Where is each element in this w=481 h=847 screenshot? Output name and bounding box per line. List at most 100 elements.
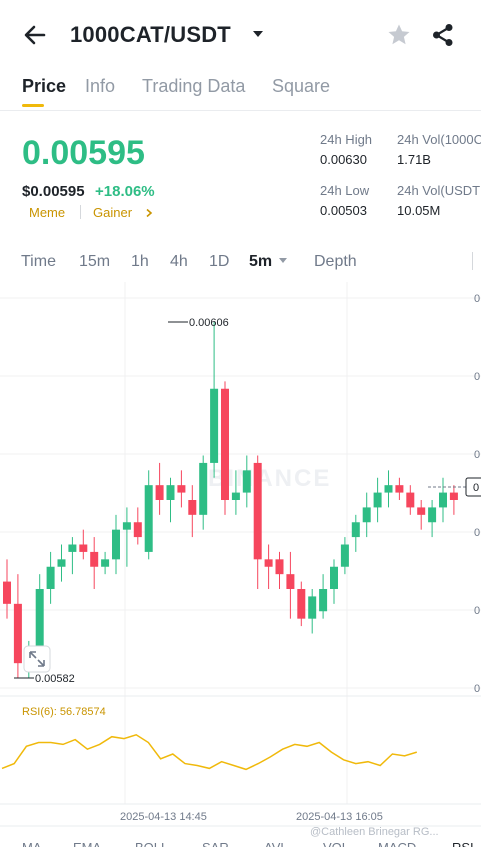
stat-24h-vol-coin-value: 1.71B bbox=[397, 152, 431, 167]
stat-24h-vol-usdt-label: 24h Vol(USDT bbox=[397, 183, 481, 198]
indicator-tab[interactable]: RSI bbox=[452, 840, 474, 847]
indicator-tab[interactable]: MA bbox=[22, 840, 42, 847]
pair-title[interactable]: 1000CAT/USDT bbox=[70, 22, 231, 47]
candle bbox=[177, 470, 186, 508]
rsi-line bbox=[1, 733, 418, 771]
usd-price: $0.00595 bbox=[22, 183, 85, 200]
axis-label: 0 bbox=[474, 293, 480, 305]
candle bbox=[3, 559, 11, 619]
candle bbox=[286, 551, 295, 619]
rsi-label: RSI(6): 56.78574 bbox=[22, 706, 106, 718]
indicator-tab[interactable]: SAR bbox=[202, 840, 229, 847]
price-markers: 0.00606 0.00582 bbox=[14, 317, 229, 685]
candle bbox=[362, 492, 371, 538]
interval-15m[interactable]: 15m bbox=[79, 253, 111, 270]
time-label: 2025-04-13 14:45 bbox=[120, 811, 207, 823]
stat-24h-low-value: 0.00503 bbox=[320, 203, 367, 218]
axis-label: 0 bbox=[474, 527, 480, 539]
tag-meme[interactable]: Meme bbox=[29, 205, 66, 220]
candle bbox=[428, 500, 437, 538]
candle bbox=[188, 485, 197, 538]
candle bbox=[253, 455, 262, 589]
current-price-label: 0 bbox=[473, 482, 479, 494]
candle bbox=[166, 477, 175, 523]
candle bbox=[395, 477, 404, 500]
candle bbox=[13, 574, 22, 678]
tab-info[interactable]: Info bbox=[85, 76, 116, 96]
stat-24h-vol-usdt-value: 10.05M bbox=[397, 203, 441, 218]
candle bbox=[46, 551, 55, 604]
candle bbox=[101, 551, 110, 575]
tag-separator bbox=[80, 205, 81, 219]
axis-label: 0 bbox=[474, 371, 480, 383]
time-label: 2025-04-13 16:05 bbox=[296, 811, 383, 823]
candle bbox=[90, 537, 99, 589]
candle bbox=[144, 470, 153, 560]
candle bbox=[449, 485, 458, 515]
stat-24h-high-value: 0.00630 bbox=[320, 152, 367, 167]
favorite-star-icon[interactable] bbox=[386, 22, 412, 48]
active-tab-indicator bbox=[22, 104, 44, 107]
candle bbox=[122, 507, 131, 567]
interval-depth[interactable]: Depth bbox=[314, 253, 357, 270]
interval-4h[interactable]: 4h bbox=[170, 253, 188, 270]
credit-watermark: @Cathleen Brinegar RG... bbox=[310, 826, 439, 838]
stat-24h-vol-coin-label: 24h Vol(1000C bbox=[397, 132, 481, 147]
caret-down-icon[interactable] bbox=[252, 28, 264, 40]
stat-24h-high-label: 24h High bbox=[320, 132, 373, 147]
candle bbox=[308, 589, 317, 634]
candle bbox=[384, 470, 393, 508]
interval-divider bbox=[472, 252, 473, 270]
tab-square[interactable]: Square bbox=[272, 76, 331, 96]
chart-grid bbox=[0, 282, 481, 804]
candle bbox=[330, 559, 338, 604]
axis-label: 0 bbox=[474, 605, 480, 617]
candle bbox=[275, 551, 284, 589]
candle bbox=[68, 537, 77, 575]
axis-label: 0 bbox=[474, 683, 480, 695]
candlestick-chart[interactable]: BINANCE 0.00606 0.00582 0 0 0 0 0 0 0 RS… bbox=[0, 282, 481, 847]
interval-1d[interactable]: 1D bbox=[209, 253, 230, 270]
indicator-tab[interactable]: VOL bbox=[323, 840, 349, 847]
candle bbox=[319, 574, 328, 619]
current-price-tag bbox=[465, 477, 481, 497]
chevron-right-icon[interactable] bbox=[145, 208, 153, 218]
axis-label: 0 bbox=[474, 449, 480, 461]
interval-5m[interactable]: 5m bbox=[249, 253, 273, 270]
candle bbox=[439, 477, 447, 523]
tabs-divider bbox=[0, 110, 481, 111]
candles-layer bbox=[3, 322, 458, 678]
indicator-tab[interactable]: BOLL bbox=[135, 840, 168, 847]
price-change-percent: +18.06% bbox=[95, 183, 155, 200]
candle bbox=[242, 455, 251, 508]
low-marker-label: 0.00582 bbox=[35, 673, 75, 685]
candle bbox=[199, 455, 208, 530]
candle bbox=[57, 544, 66, 582]
candle bbox=[406, 485, 415, 515]
last-price: 0.00595 bbox=[22, 134, 145, 172]
indicator-tab[interactable]: AVL bbox=[264, 840, 288, 847]
candle bbox=[231, 470, 240, 515]
candle bbox=[264, 544, 273, 589]
tab-price[interactable]: Price bbox=[22, 76, 67, 96]
candle bbox=[133, 507, 142, 545]
candle bbox=[297, 581, 306, 627]
interval-caret-down-icon[interactable] bbox=[278, 257, 288, 265]
back-arrow-icon[interactable] bbox=[22, 22, 48, 48]
interval-time[interactable]: Time bbox=[21, 253, 56, 270]
interval-1h[interactable]: 1h bbox=[131, 253, 149, 270]
candle bbox=[340, 537, 349, 575]
candle bbox=[373, 477, 382, 523]
tab-trading-data[interactable]: Trading Data bbox=[142, 76, 246, 96]
tag-gainer[interactable]: Gainer bbox=[93, 205, 133, 220]
share-icon[interactable] bbox=[430, 22, 456, 48]
indicator-tab[interactable]: MACD bbox=[378, 840, 416, 847]
stat-24h-low-label: 24h Low bbox=[320, 183, 370, 198]
indicator-tab[interactable]: EMA bbox=[73, 840, 102, 847]
expand-chart-icon[interactable] bbox=[23, 645, 51, 673]
high-marker-label: 0.00606 bbox=[189, 317, 229, 329]
price-axis: 0 0 0 0 0 0 bbox=[474, 293, 480, 695]
candle bbox=[351, 514, 360, 552]
candle bbox=[155, 462, 164, 515]
candle bbox=[112, 514, 120, 575]
